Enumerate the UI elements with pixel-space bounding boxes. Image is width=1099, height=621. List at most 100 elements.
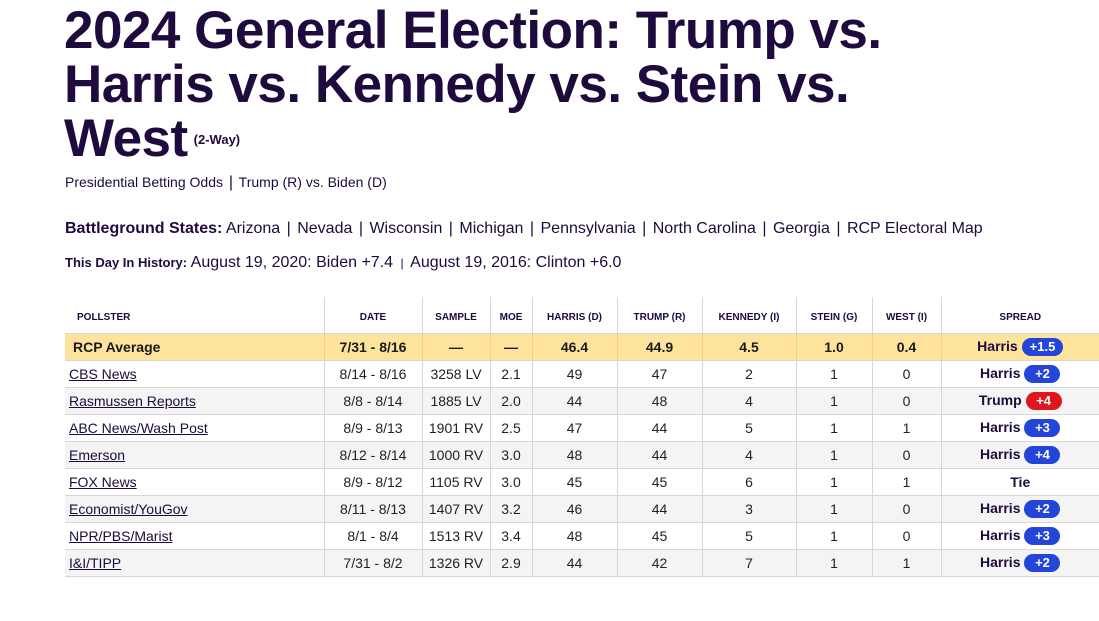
cell-trump: 45: [616, 468, 702, 496]
cell-harris: 46.4: [531, 333, 617, 361]
history-link-2020[interactable]: August 19, 2020: Biden +7.4: [190, 254, 394, 271]
spread-leader: Harris: [980, 419, 1021, 435]
trump-vs-biden-link[interactable]: Trump (R) vs. Biden (D): [238, 174, 387, 190]
cell-spread: Harris +3: [940, 522, 1099, 550]
cell-kennedy: 7: [701, 549, 796, 577]
cell-harris: 47: [531, 414, 617, 442]
cell-trump: 45: [616, 522, 702, 550]
spread-badge: +2: [1024, 365, 1061, 383]
cell-moe: —: [489, 333, 532, 361]
pollster-link[interactable]: Emerson: [69, 447, 126, 463]
cell-sample: 1901 RV: [421, 414, 490, 442]
spread-badge: +4: [1025, 392, 1062, 410]
cell-sample: —: [421, 333, 490, 361]
cell-trump: 44: [616, 495, 702, 523]
state-link-michigan[interactable]: Michigan: [459, 220, 524, 237]
pollster-cell: NPR/PBS/Marist: [65, 522, 324, 550]
cell-west: 0: [871, 441, 941, 469]
pollster-name: RCP Average: [65, 333, 324, 361]
cell-west: 1: [871, 549, 941, 577]
cell-stein: 1.0: [795, 333, 872, 361]
cell-moe: 3.2: [489, 495, 532, 523]
pollster-link[interactable]: FOX News: [69, 474, 137, 490]
betting-odds-link[interactable]: Presidential Betting Odds: [65, 174, 223, 190]
cell-kennedy: 4: [701, 387, 796, 415]
spread-leader: Harris: [977, 338, 1018, 354]
column-header-moe[interactable]: MOE: [489, 297, 532, 334]
cell-moe: 3.0: [489, 441, 532, 469]
cell-west: 0.4: [871, 333, 941, 361]
cell-kennedy: 5: [701, 414, 796, 442]
pollster-cell: I&I/TIPP: [65, 549, 324, 577]
pollster-link[interactable]: I&I/TIPP: [69, 555, 122, 571]
pollster-link[interactable]: NPR/PBS/Marist: [69, 528, 173, 544]
pollster-link[interactable]: CBS News: [69, 366, 137, 382]
column-header-harris[interactable]: HARRIS (D): [531, 297, 617, 334]
column-header-pollster[interactable]: POLLSTER: [65, 297, 324, 334]
cell-moe: 2.5: [489, 414, 532, 442]
column-header-stein[interactable]: STEIN (G): [795, 297, 872, 334]
cell-spread: Tie: [940, 468, 1099, 496]
cell-trump: 42: [616, 549, 702, 577]
cell-spread: Harris +3: [940, 414, 1099, 442]
cell-harris: 48: [531, 441, 617, 469]
pollster-link[interactable]: ABC News/Wash Post: [69, 420, 208, 436]
electoral-map-link[interactable]: RCP Electoral Map: [846, 220, 983, 237]
table-body: RCP Average 7/31 - 8/16— —46.4 44.9 4.5 1.0 0.…: [65, 333, 1099, 577]
cell-west: 0: [871, 522, 941, 550]
pollster-cell: FOX News: [65, 468, 324, 496]
column-header-date[interactable]: DATE: [323, 297, 422, 334]
cell-date: 8/9 - 8/13: [323, 414, 422, 442]
spread-badge: +2: [1024, 554, 1061, 572]
cell-west: 1: [871, 414, 941, 442]
state-link-georgia[interactable]: Georgia: [772, 220, 830, 237]
cell-date: 8/1 - 8/4: [323, 522, 422, 550]
cell-stein: 1: [795, 360, 872, 388]
cell-kennedy: 6: [701, 468, 796, 496]
pollster-link[interactable]: Rasmussen Reports: [69, 393, 196, 409]
cell-date: 8/12 - 8/14: [323, 441, 422, 469]
spread-leader: Harris: [980, 365, 1021, 381]
pollster-link[interactable]: Economist/YouGov: [69, 501, 188, 517]
spread-leader: Harris: [980, 500, 1021, 516]
cell-west: 1: [871, 468, 941, 496]
history-link-2016[interactable]: August 19, 2016: Clinton +6.0: [410, 254, 622, 271]
cell-stein: 1: [795, 441, 872, 469]
state-link-arizona[interactable]: Arizona: [225, 220, 281, 237]
table-row: Emerson 8/12 - 8/14 1000 RV 3.0 48 44 4 1 0 Harri…: [65, 441, 1099, 469]
cell-stein: 1: [795, 549, 872, 577]
state-link-nevada[interactable]: Nevada: [297, 220, 353, 237]
cell-stein: 1: [795, 522, 872, 550]
cell-harris: 48: [531, 522, 617, 550]
cell-sample: 1326 RV: [421, 549, 490, 577]
cell-sample: 1513 RV: [421, 522, 490, 550]
state-link-north-carolina[interactable]: North Carolina: [652, 220, 756, 237]
rcp-average-row: RCP Average 7/31 - 8/16— —46.4 44.9 4.5 1.0 0.…: [65, 333, 1099, 361]
column-header-spread[interactable]: SPREAD: [940, 297, 1099, 334]
cell-moe: 2.1: [489, 360, 532, 388]
cell-date: 8/11 - 8/13: [323, 495, 422, 523]
column-header-trump[interactable]: TRUMP (R): [616, 297, 702, 334]
cell-harris: 46: [531, 495, 617, 523]
cell-moe: 2.0: [489, 387, 532, 415]
column-header-west[interactable]: WEST (I): [871, 297, 941, 334]
cell-date: 8/8 - 8/14: [323, 387, 422, 415]
state-link-wisconsin[interactable]: Wisconsin: [369, 220, 443, 237]
cell-moe: 2.9: [489, 549, 532, 577]
battleground-label: Battleground States:: [65, 220, 223, 237]
cell-stein: 1: [795, 414, 872, 442]
page-title: 2024 General Election: Trump vs. Harris …: [64, 4, 1004, 167]
spread-leader: Trump: [978, 392, 1022, 408]
pollster-cell: Rasmussen Reports: [65, 387, 324, 415]
this-day-in-history: This Day In History: August 19, 2020: Bi…: [65, 254, 622, 271]
column-header-kennedy[interactable]: KENNEDY (I): [701, 297, 796, 334]
cell-sample: 1407 RV: [421, 495, 490, 523]
cell-kennedy: 3: [701, 495, 796, 523]
cell-harris: 44: [531, 387, 617, 415]
column-header-sample[interactable]: SAMPLE: [421, 297, 490, 334]
table-row: FOX News 8/9 - 8/12 1105 RV 3.0 45 45 6 1 1 Tie: [65, 468, 1099, 496]
cell-spread: Harris +2: [940, 549, 1099, 577]
state-link-pennsylvania[interactable]: Pennsylvania: [540, 220, 636, 237]
cell-sample: 1885 LV: [421, 387, 490, 415]
